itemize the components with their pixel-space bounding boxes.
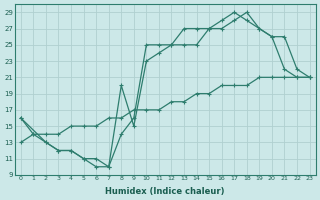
X-axis label: Humidex (Indice chaleur): Humidex (Indice chaleur) bbox=[106, 187, 225, 196]
